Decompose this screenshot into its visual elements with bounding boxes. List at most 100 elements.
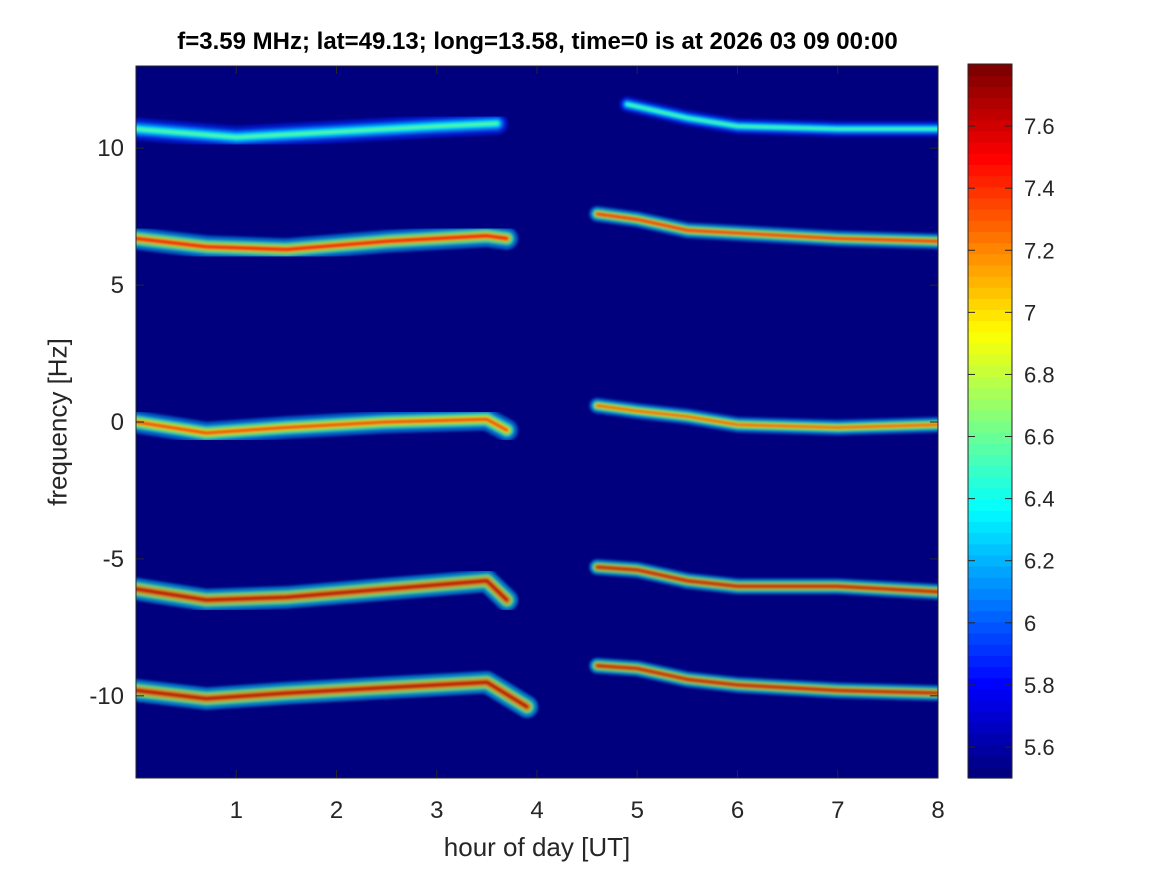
colorbar-step	[968, 130, 1012, 143]
y-tick-label: -5	[103, 546, 124, 573]
colorbar-step	[968, 554, 1012, 567]
colorbar-tick-label: 7.6	[1024, 114, 1055, 139]
colorbar-step	[968, 387, 1012, 400]
trace-band-2a-layer-3	[136, 417, 509, 435]
colorbar-step	[968, 577, 1012, 589]
colorbar-step	[968, 610, 1012, 623]
colorbar-step	[968, 621, 1012, 634]
trace-band-0b-layer-3	[626, 103, 938, 131]
colorbar-step	[968, 733, 1012, 746]
colorbar-step	[968, 398, 1012, 411]
trace-band-2b-layer-3	[596, 404, 938, 429]
colorbar-step	[968, 287, 1012, 299]
y-axis-label: frequency [Hz]	[42, 338, 73, 506]
colorbar-step	[968, 242, 1012, 255]
colorbar-step	[968, 97, 1012, 110]
colorbar-step	[968, 331, 1012, 344]
colorbar-step	[968, 86, 1012, 99]
colorbar-step	[968, 64, 1012, 76]
colorbar-ticks: 5.6 5.8 6 6.2 6.4 6.6 6.8 7 7.2 7.4 7.6	[968, 114, 1055, 760]
colorbar-step	[968, 666, 1012, 679]
y-tick-label: 10	[97, 135, 124, 162]
colorbar-tick-label: 6.6	[1024, 425, 1055, 450]
colorbar-step	[968, 677, 1012, 690]
colorbar-step	[968, 197, 1012, 210]
colorbar-step	[968, 231, 1012, 244]
colorbar-step	[968, 688, 1012, 701]
trace-band-3a-layer-3	[136, 579, 509, 602]
colorbar-step	[968, 342, 1012, 355]
colorbar-step	[968, 588, 1012, 601]
y-axis: -10 -5 0 5 10	[89, 135, 938, 710]
colorbar-step	[968, 487, 1012, 500]
x-tick-label: 4	[530, 797, 543, 824]
colorbar-step	[968, 253, 1012, 266]
x-tick-label: 8	[931, 797, 944, 824]
colorbar-frame	[967, 63, 1013, 779]
colorbar-tick-label: 5.8	[1024, 673, 1055, 698]
y-tick-label: 0	[111, 409, 124, 436]
x-tick-label: 5	[631, 797, 644, 824]
x-axis-label: hour of day [UT]	[443, 832, 631, 862]
x-tick-label: 2	[330, 797, 343, 824]
colorbar-step	[968, 632, 1012, 645]
x-tick-label: 3	[430, 797, 443, 824]
colorbar-step	[968, 220, 1012, 232]
colorbar-tick-label: 6.4	[1024, 487, 1055, 512]
colorbar-step	[968, 566, 1012, 578]
colorbar-tick-label: 6	[1024, 611, 1036, 636]
colorbar-step	[968, 376, 1012, 389]
colorbar-step	[968, 599, 1012, 612]
y-tick-label: -10	[89, 683, 124, 710]
colorbar-step	[968, 209, 1012, 221]
colorbar-step	[968, 722, 1012, 734]
colorbar	[968, 64, 1012, 779]
colorbar-step	[968, 755, 1012, 768]
colorbar-step	[968, 454, 1012, 467]
colorbar-step	[968, 543, 1012, 556]
trace-band-3b-layer-3	[596, 566, 938, 593]
colorbar-step	[968, 320, 1012, 333]
colorbar-step	[968, 119, 1012, 132]
y-tick-label: 5	[111, 272, 124, 299]
colorbar-step	[968, 443, 1012, 456]
colorbar-tick-label: 7	[1024, 300, 1036, 325]
trace-band-1a-layer-3	[136, 234, 509, 251]
colorbar-step	[968, 164, 1012, 177]
chart-title: f=3.59 MHz; lat=49.13; long=13.58, time=…	[177, 28, 898, 55]
colorbar-tick-label: 5.6	[1024, 735, 1055, 760]
colorbar-step	[968, 532, 1012, 545]
colorbar-tick-label: 6.8	[1024, 362, 1055, 387]
colorbar-step	[968, 409, 1012, 422]
colorbar-step	[968, 309, 1012, 322]
colorbar-step	[968, 711, 1012, 723]
colorbar-step	[968, 644, 1012, 656]
trace-band-1b-layer-3	[596, 212, 938, 243]
colorbar-step	[968, 264, 1012, 277]
colorbar-tick-label: 7.4	[1024, 176, 1055, 201]
colorbar-step	[968, 521, 1012, 534]
colorbar-step	[968, 699, 1012, 712]
colorbar-step	[968, 298, 1012, 311]
colorbar-step	[968, 354, 1012, 366]
colorbar-step	[968, 465, 1012, 478]
x-tick-label: 6	[731, 797, 744, 824]
colorbar-step	[968, 499, 1012, 511]
colorbar-step	[968, 510, 1012, 523]
colorbar-tick-label: 7.2	[1024, 238, 1055, 263]
spectral-traces	[136, 96, 938, 718]
colorbar-tick-label: 6.2	[1024, 549, 1055, 574]
colorbar-step	[968, 142, 1012, 154]
colorbar-step	[968, 175, 1012, 188]
colorbar-step	[968, 476, 1012, 489]
colorbar-step	[968, 432, 1012, 444]
colorbar-step	[968, 365, 1012, 377]
colorbar-step	[968, 153, 1012, 166]
trace-band-4b-layer-3	[596, 664, 938, 695]
colorbar-step	[968, 766, 1012, 779]
trace-band-4a-layer-3	[136, 680, 529, 709]
trace-band-0a-layer-3	[136, 122, 499, 139]
x-tick-label: 7	[831, 797, 844, 824]
